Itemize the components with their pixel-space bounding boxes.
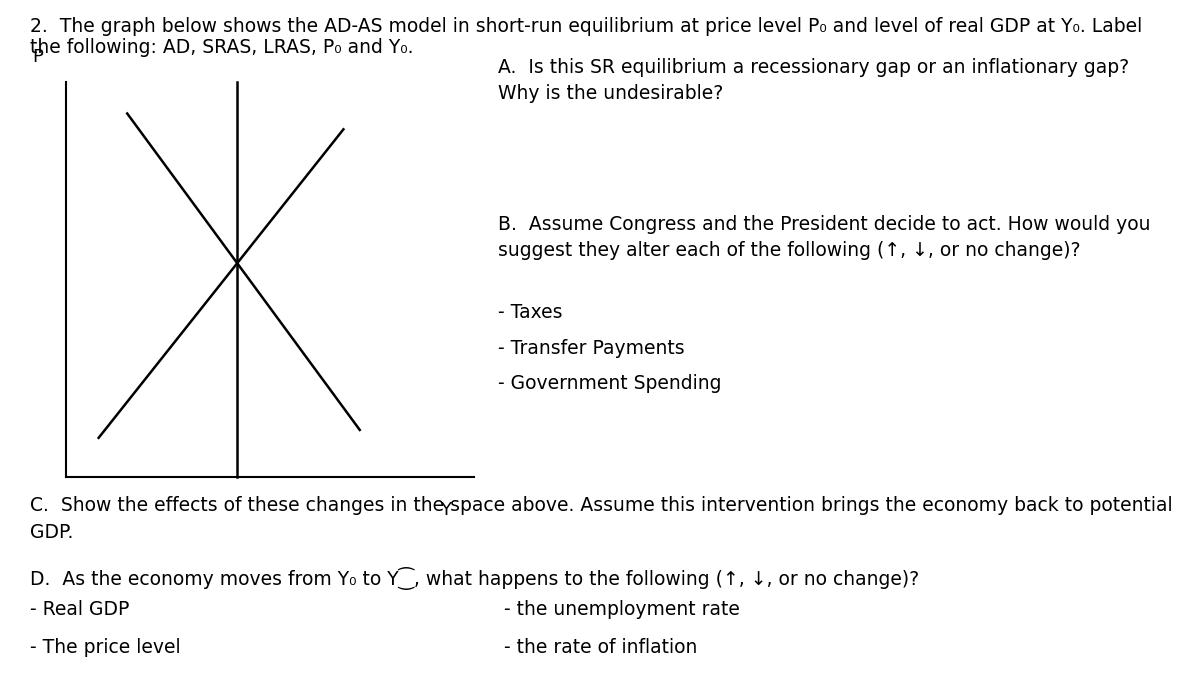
Text: - The price level: - The price level	[30, 638, 181, 657]
Text: C.  Show the effects of these changes in the space above. Assume this interventi: C. Show the effects of these changes in …	[30, 496, 1172, 542]
Text: B.  Assume Congress and the President decide to act. How would you
suggest they : B. Assume Congress and the President dec…	[498, 215, 1151, 261]
Text: A.  Is this SR equilibrium a recessionary gap or an inflationary gap?
Why is the: A. Is this SR equilibrium a recessionary…	[498, 58, 1129, 104]
Text: - Government Spending: - Government Spending	[498, 374, 721, 394]
Text: Y: Y	[440, 501, 451, 519]
Text: - the unemployment rate: - the unemployment rate	[504, 600, 740, 619]
Text: - Real GDP: - Real GDP	[30, 600, 130, 619]
Text: 2.  The graph below shows the AD-AS model in short-run equilibrium at price leve: 2. The graph below shows the AD-AS model…	[30, 17, 1142, 36]
Text: P: P	[32, 48, 43, 66]
Text: the following: AD, SRAS, LRAS, P₀ and Y₀.: the following: AD, SRAS, LRAS, P₀ and Y₀…	[30, 38, 414, 57]
Text: - the rate of inflation: - the rate of inflation	[504, 638, 697, 657]
Text: D.  As the economy moves from Y₀ to Y⁐, what happens to the following (↑, ↓, or : D. As the economy moves from Y₀ to Y⁐, w…	[30, 567, 919, 591]
Text: - Taxes: - Taxes	[498, 303, 563, 323]
Text: - Transfer Payments: - Transfer Payments	[498, 339, 685, 358]
